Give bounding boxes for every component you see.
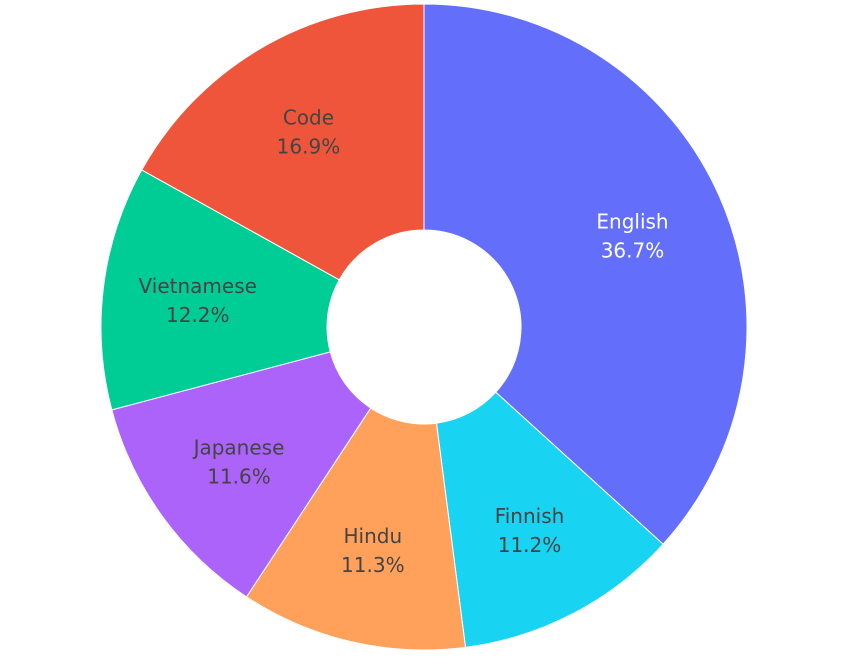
slice-percent-vietnamese: 12.2% xyxy=(166,303,230,327)
slice-name-english: English xyxy=(596,210,668,234)
pie-slice-finnish[interactable] xyxy=(435,391,664,648)
slice-label-hindu: Hindu 11.3% xyxy=(341,524,405,577)
slice-label-japanese: Japanese 11.6% xyxy=(192,435,285,488)
pie-slice-vietnamese[interactable] xyxy=(100,169,340,411)
slice-percent-hindu: 11.3% xyxy=(341,553,405,577)
labels-layer: English 36.7% Finnish 11.2% Hindu 11.3% Japane… xyxy=(139,105,669,577)
pie-slice-code[interactable] xyxy=(141,3,425,281)
slice-percent-japanese: 11.6% xyxy=(207,464,271,488)
slices-layer xyxy=(100,3,748,651)
slice-percent-finnish: 11.2% xyxy=(498,533,562,557)
pie-slice-japanese[interactable] xyxy=(111,351,372,598)
slice-label-code: Code 16.9% xyxy=(277,105,341,158)
slice-label-english: English 36.7% xyxy=(596,210,668,263)
slice-name-code: Code xyxy=(283,105,334,129)
slice-name-vietnamese: Vietnamese xyxy=(139,274,257,298)
slice-name-japanese: Japanese xyxy=(192,435,285,459)
slice-label-vietnamese: Vietnamese 12.2% xyxy=(139,274,257,327)
pie-slice-hindu[interactable] xyxy=(245,407,467,651)
slice-percent-code: 16.9% xyxy=(277,134,341,158)
pie-slice-english[interactable] xyxy=(423,3,748,545)
slice-name-hindu: Hindu xyxy=(343,524,402,548)
slice-name-finnish: Finnish xyxy=(495,504,565,528)
slice-percent-english: 36.7% xyxy=(601,239,665,263)
slice-label-finnish: Finnish 11.2% xyxy=(495,504,565,557)
